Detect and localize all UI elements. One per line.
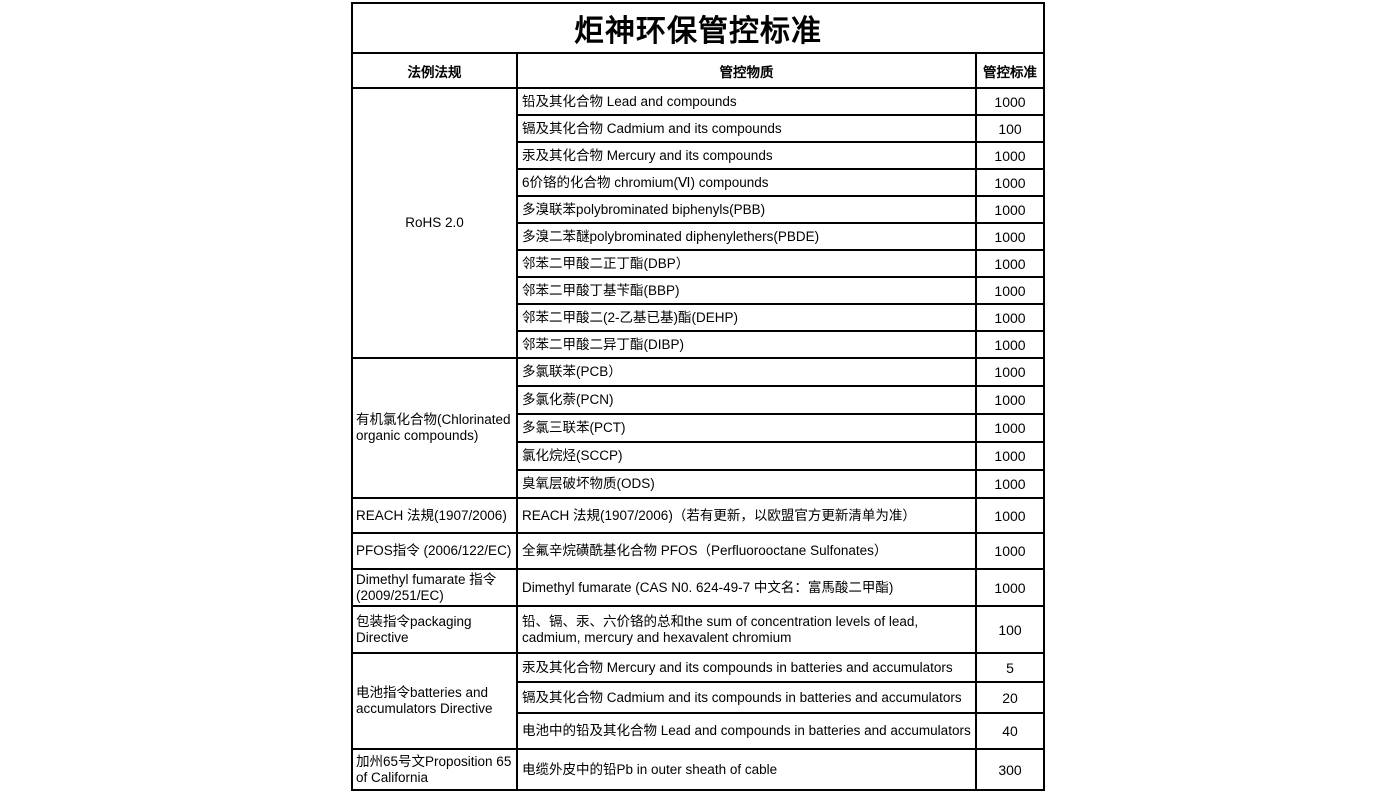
column-header-law: 法例法规 — [351, 52, 518, 89]
table-row: 多溴二苯醚polybrominated diphenylethers(PBDE)… — [352, 222, 1045, 251]
law-cell-rohs: RoHS 2.0 — [351, 87, 518, 359]
substance-cell: 镉及其化合物 Cadmium and its compounds — [516, 114, 977, 143]
substance-cell: 汞及其化合物 Mercury and its compounds — [516, 141, 977, 170]
standard-value-cell: 1000 — [975, 532, 1045, 570]
table-row: 邻苯二甲酸二(2-乙基已基)酯(DEHP) 1000 — [352, 303, 1045, 332]
standard-value-cell: 20 — [975, 681, 1045, 714]
table-row: 邻苯二甲酸二正丁酯(DBP） 1000 — [352, 249, 1045, 278]
substance-cell: REACH 法規(1907/2006)（若有更新，以欧盟官方更新清单为准） — [516, 497, 977, 534]
table-row: 镉及其化合物 Cadmium and its compounds 100 — [352, 114, 1045, 143]
standard-value-cell: 1000 — [975, 357, 1045, 387]
standard-value-cell: 40 — [975, 712, 1045, 750]
substance-cell: 6价铬的化合物 chromium(Ⅵ) compounds — [516, 168, 977, 197]
standard-value-cell: 1000 — [975, 469, 1045, 499]
column-header-substance: 管控物质 — [516, 52, 977, 89]
substance-cell: Dimethyl fumarate (CAS N0. 624-49-7 中文名：… — [516, 568, 977, 607]
standard-value-cell: 1000 — [975, 568, 1045, 607]
table-row: 汞及其化合物 Mercury and its compounds 1000 — [352, 141, 1045, 170]
substance-cell: 多氯三联苯(PCT) — [516, 413, 977, 443]
substance-cell: 铅、镉、汞、六价铬的总和the sum of concentration lev… — [516, 605, 977, 654]
law-cell-packaging: 包装指令packaging Directive — [351, 605, 518, 654]
column-header-standard: 管控标准 — [975, 52, 1045, 89]
table-row: 电池指令batteries and accumulators Directive… — [351, 652, 1045, 750]
law-cell-reach: REACH 法規(1907/2006) — [351, 497, 518, 534]
law-cell-dimethyl-fumarate: Dimethyl fumarate 指令 (2009/251/EC) — [351, 568, 518, 607]
table-header-row: 法例法规 管控物质 管控标准 — [351, 52, 1045, 89]
table-row: 邻苯二甲酸二异丁酯(DIBP) 1000 — [352, 330, 1045, 359]
substance-cell: 邻苯二甲酸二异丁酯(DIBP) — [516, 330, 977, 359]
standard-value-cell: 1000 — [975, 141, 1045, 170]
substance-cell: 多氯联苯(PCB） — [516, 357, 977, 387]
substance-cell: 臭氧层破坏物质(ODS) — [516, 469, 977, 499]
substance-cell: 全氟辛烷磺酰基化合物 PFOS（Perfluorooctane Sulfonat… — [516, 532, 977, 570]
standard-value-cell: 100 — [975, 114, 1045, 143]
standard-value-cell: 1000 — [975, 330, 1045, 359]
table-row: 包装指令packaging Directive 铅、镉、汞、六价铬的总和the … — [351, 605, 1045, 654]
table-row: 邻苯二甲酸丁基苄酯(BBP) 1000 — [352, 276, 1045, 305]
control-standards-table: 炬神环保管控标准 法例法规 管控物质 管控标准 RoHS 2.0 铅及其化合物 … — [351, 2, 1045, 791]
substance-cell: 邻苯二甲酸二(2-乙基已基)酯(DEHP) — [516, 303, 977, 332]
law-cell-chlorinated: 有机氯化合物(Chlorinated organic compounds) — [351, 357, 518, 499]
standard-value-cell: 1000 — [975, 222, 1045, 251]
standard-value-cell: 1000 — [975, 441, 1045, 471]
substance-cell: 汞及其化合物 Mercury and its compounds in batt… — [516, 652, 977, 683]
standard-value-cell: 300 — [975, 748, 1045, 791]
table-row: REACH 法規(1907/2006) REACH 法規(1907/2006)（… — [351, 497, 1045, 534]
standard-value-cell: 1000 — [975, 385, 1045, 415]
document-page: 炬神环保管控标准 法例法规 管控物质 管控标准 RoHS 2.0 铅及其化合物 … — [351, 2, 1045, 791]
table-row: PFOS指令 (2006/122/EC) 全氟辛烷磺酰基化合物 PFOS（Per… — [351, 532, 1045, 570]
table-row: 电池中的铅及其化合物 Lead and compounds in batteri… — [352, 712, 1045, 750]
table-row: 多氯化萘(PCN) 1000 — [352, 385, 1045, 415]
table-row: Dimethyl fumarate 指令 (2009/251/EC) Dimet… — [351, 568, 1045, 607]
standard-value-cell: 5 — [975, 652, 1045, 683]
law-cell-proposition65: 加州65号文Proposition 65 of California — [351, 748, 518, 791]
table-row: 臭氧层破坏物质(ODS) 1000 — [352, 469, 1045, 499]
standard-value-cell: 1000 — [975, 87, 1045, 116]
substance-cell: 电池中的铅及其化合物 Lead and compounds in batteri… — [516, 712, 977, 750]
standard-value-cell: 1000 — [975, 249, 1045, 278]
law-cell-pfos: PFOS指令 (2006/122/EC) — [351, 532, 518, 570]
table-row: 多氯三联苯(PCT) 1000 — [352, 413, 1045, 443]
standard-value-cell: 100 — [975, 605, 1045, 654]
table-row: 镉及其化合物 Cadmium and its compounds in batt… — [352, 681, 1045, 714]
substance-cell: 氯化烷烃(SCCP) — [516, 441, 977, 471]
table-row: 6价铬的化合物 chromium(Ⅵ) compounds 1000 — [352, 168, 1045, 197]
standard-value-cell: 1000 — [975, 195, 1045, 224]
standard-value-cell: 1000 — [975, 413, 1045, 443]
substance-cell: 邻苯二甲酸丁基苄酯(BBP) — [516, 276, 977, 305]
table-row: 有机氯化合物(Chlorinated organic compounds) 多氯… — [351, 357, 1045, 499]
page-title: 炬神环保管控标准 — [351, 2, 1045, 54]
table-row: 加州65号文Proposition 65 of California 电缆外皮中… — [351, 748, 1045, 791]
substance-cell: 邻苯二甲酸二正丁酯(DBP） — [516, 249, 977, 278]
substance-cell: 多溴二苯醚polybrominated diphenylethers(PBDE) — [516, 222, 977, 251]
substance-cell: 铅及其化合物 Lead and compounds — [516, 87, 977, 116]
substance-cell: 多氯化萘(PCN) — [516, 385, 977, 415]
standard-value-cell: 1000 — [975, 497, 1045, 534]
substance-cell: 镉及其化合物 Cadmium and its compounds in batt… — [516, 681, 977, 714]
table-row: RoHS 2.0 铅及其化合物 Lead and compounds 1000 — [351, 87, 1045, 359]
table-row: 氯化烷烃(SCCP) 1000 — [352, 441, 1045, 471]
substance-cell: 电缆外皮中的铅Pb in outer sheath of cable — [516, 748, 977, 791]
table-row: 多溴联苯polybrominated biphenyls(PBB) 1000 — [352, 195, 1045, 224]
standard-value-cell: 1000 — [975, 168, 1045, 197]
law-cell-batteries: 电池指令batteries and accumulators Directive — [351, 652, 518, 750]
standard-value-cell: 1000 — [975, 276, 1045, 305]
standard-value-cell: 1000 — [975, 303, 1045, 332]
table-row: 炬神环保管控标准 — [351, 2, 1045, 54]
substance-cell: 多溴联苯polybrominated biphenyls(PBB) — [516, 195, 977, 224]
